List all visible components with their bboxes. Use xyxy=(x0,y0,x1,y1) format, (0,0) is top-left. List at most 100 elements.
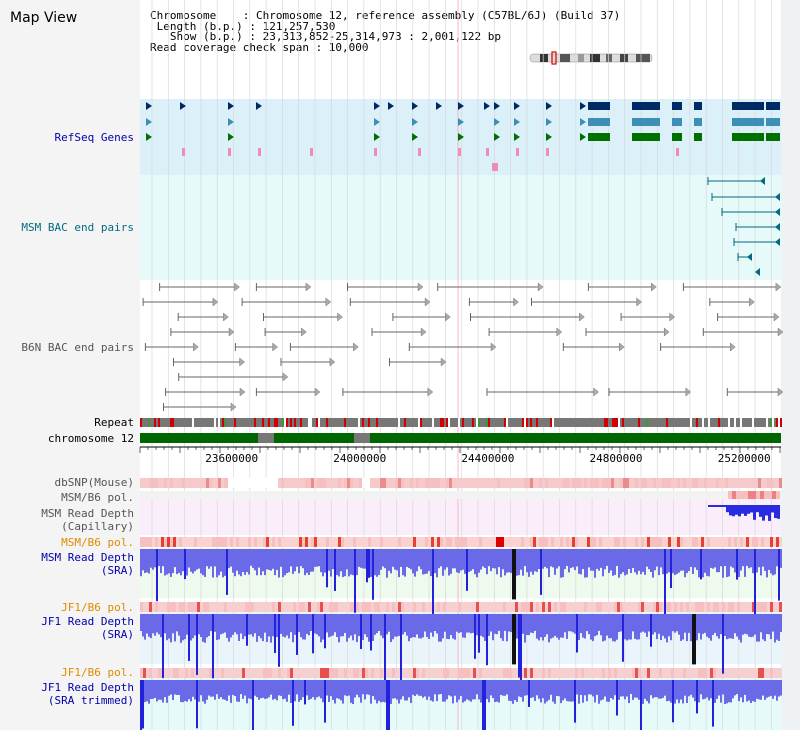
depth-bar xyxy=(588,549,590,568)
pol-segment xyxy=(626,537,629,547)
track-label-msm-depth-cap-1[interactable]: MSM Read Depth xyxy=(41,507,134,520)
bac-end xyxy=(228,327,235,337)
pol-segment xyxy=(587,668,590,678)
track-backgrounds xyxy=(140,99,781,730)
pol-segment xyxy=(158,602,161,612)
depth-bar xyxy=(552,549,554,568)
pol-segment xyxy=(230,668,233,678)
depth-bar xyxy=(592,549,594,571)
depth-bar xyxy=(735,505,738,515)
chromosome-ideogram[interactable] xyxy=(529,51,653,65)
track-label-jf1-b6-pol[interactable]: JF1/B6 pol. xyxy=(61,601,134,614)
pol-segment xyxy=(194,537,197,547)
depth-bar xyxy=(686,614,688,642)
depth-bar xyxy=(534,549,536,572)
pol-segment xyxy=(536,668,539,678)
repeat-element xyxy=(262,418,264,427)
depth-bar xyxy=(592,680,594,697)
pol-segment xyxy=(572,537,575,547)
depth-bar xyxy=(612,680,614,700)
pol-segment xyxy=(263,602,266,612)
track-label-msm-bac[interactable]: MSM BAC end pairs xyxy=(21,221,134,234)
pol-segment xyxy=(485,537,488,547)
repeat-element xyxy=(522,418,524,427)
track-label-msm-b6-pol-2[interactable]: MSM/B6 pol. xyxy=(61,536,134,549)
pol-segment xyxy=(620,478,623,488)
pol-segment xyxy=(761,602,764,612)
pol-segment xyxy=(383,537,386,547)
pol-segment xyxy=(725,537,728,547)
depth-bar xyxy=(354,680,356,698)
track-label-jf1-depth-trim-1[interactable]: JF1 Read Depth xyxy=(41,681,134,694)
pol-segment xyxy=(308,668,311,678)
depth-bar xyxy=(518,614,520,677)
depth-bar xyxy=(570,680,572,702)
depth-bar xyxy=(420,549,422,570)
jf1-b6-pol-2-track xyxy=(140,668,782,678)
gene-marker xyxy=(580,102,586,110)
track-label-jf1-b6-pol-2[interactable]: JF1/B6 pol. xyxy=(61,666,134,679)
pol-segment xyxy=(737,602,740,612)
gene-marker xyxy=(146,102,152,110)
track-label-chromosome[interactable]: chromosome 12 xyxy=(47,432,134,445)
track-label-msm-depth-sra-1[interactable]: MSM Read Depth xyxy=(41,551,134,564)
depth-bar xyxy=(272,549,274,569)
depth-bar xyxy=(378,549,380,575)
track-label-jf1-depth-trim-2[interactable]: (SRA trimmed) xyxy=(47,694,134,707)
depth-bar xyxy=(434,549,436,574)
depth-bar xyxy=(432,680,434,702)
depth-bar xyxy=(482,549,484,567)
bac-end xyxy=(636,297,643,307)
scroll-area[interactable] xyxy=(781,0,800,730)
track-label-jf1-depth-sra-2[interactable]: (SRA) xyxy=(100,628,134,641)
pol-segment xyxy=(158,537,161,547)
depth-bar xyxy=(546,614,548,635)
pol-segment xyxy=(539,478,542,488)
pol-segment xyxy=(491,602,494,612)
pol-segment xyxy=(140,668,143,678)
pol-segment xyxy=(524,478,527,488)
pol-segment xyxy=(488,602,491,612)
track-label-b6n-bac[interactable]: B6N BAC end pairs xyxy=(21,341,134,354)
pol-segment xyxy=(311,537,314,547)
depth-bar xyxy=(162,549,164,567)
track-label-refseq[interactable]: RefSeq Genes xyxy=(54,131,134,144)
track-label-msm-b6-pol[interactable]: MSM/B6 pol. xyxy=(61,491,134,504)
pol-segment xyxy=(629,478,632,488)
track-label-jf1-depth-sra-1[interactable]: JF1 Read Depth xyxy=(41,615,134,628)
pol-segment xyxy=(452,478,455,488)
pol-segment xyxy=(404,602,407,612)
pol-segment xyxy=(530,668,533,678)
depth-bar xyxy=(246,549,248,573)
utr-marker xyxy=(418,148,421,156)
pol-segment xyxy=(587,602,590,612)
track-label-msm-depth-sra-2[interactable]: (SRA) xyxy=(100,564,134,577)
pol-segment xyxy=(446,537,449,547)
repeat-element xyxy=(458,418,460,427)
pol-segment xyxy=(149,602,152,612)
pol-segment xyxy=(206,602,209,612)
pol-segment xyxy=(533,478,536,488)
depth-bar xyxy=(214,680,216,700)
depth-bar xyxy=(732,505,735,517)
track-label-dbsnp[interactable]: dbSNP(Mouse) xyxy=(54,476,134,489)
pol-segment xyxy=(683,668,686,678)
track-label-repeat[interactable]: Repeat xyxy=(94,416,134,429)
depth-bar xyxy=(654,680,656,698)
depth-bar xyxy=(538,549,540,569)
pol-segment xyxy=(689,602,692,612)
depth-bar xyxy=(734,549,736,573)
depth-bar xyxy=(686,549,688,574)
pol-segment xyxy=(344,668,347,678)
pol-segment xyxy=(272,537,275,547)
pol-segment xyxy=(329,602,332,612)
depth-bar xyxy=(272,680,274,700)
depth-bar xyxy=(336,680,338,699)
repeat-element xyxy=(192,418,194,427)
utr-marker xyxy=(258,148,261,156)
depth-bar xyxy=(164,614,166,634)
depth-bar xyxy=(770,614,772,640)
repeat-element xyxy=(282,418,284,427)
track-label-msm-depth-cap-2[interactable]: (Capillary) xyxy=(61,520,134,533)
repeat-element xyxy=(526,418,528,427)
